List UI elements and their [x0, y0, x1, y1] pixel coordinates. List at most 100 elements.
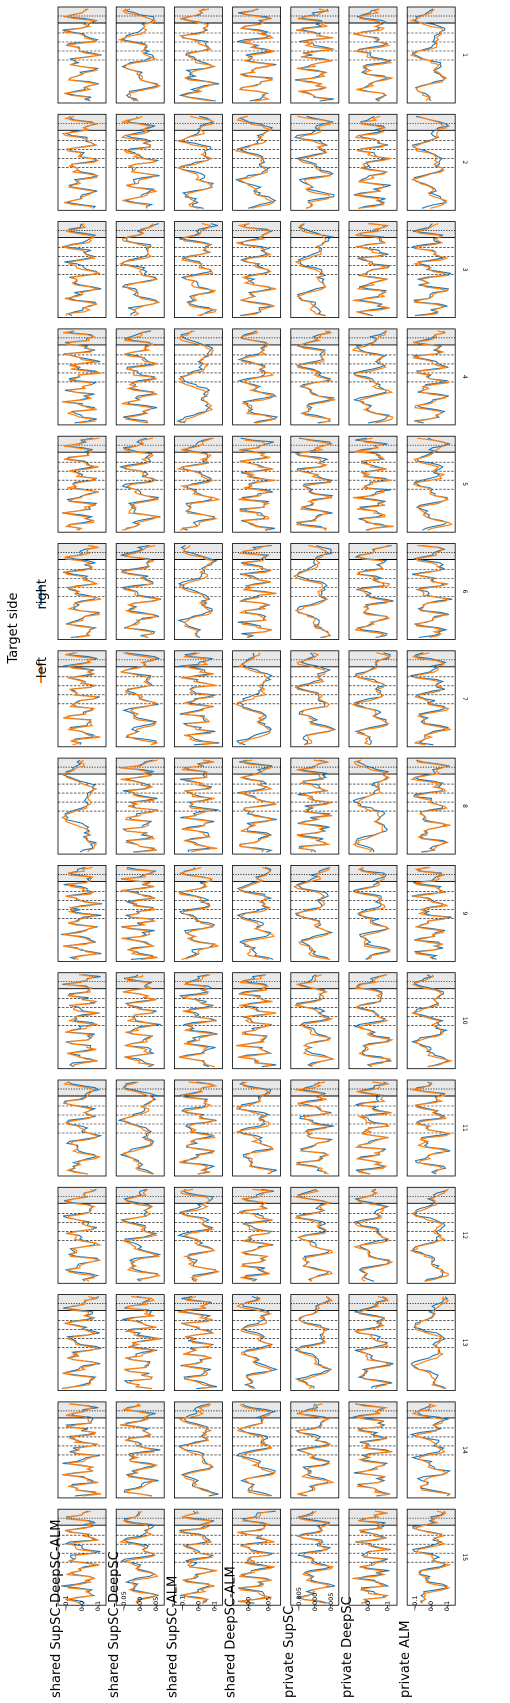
series-left-line	[62, 866, 100, 960]
series-left-line	[62, 1296, 101, 1390]
series-right-line	[411, 223, 452, 317]
baseline-shade	[174, 543, 223, 560]
series-left-line	[410, 974, 454, 1068]
series-left-line	[64, 1510, 101, 1604]
series-left-line	[352, 437, 394, 531]
panel-r5-c12	[290, 1186, 340, 1284]
series-left-line	[351, 330, 394, 424]
panel-r5-c10	[290, 972, 340, 1070]
panel-frame	[57, 6, 107, 104]
panel-frame	[115, 1079, 165, 1177]
baseline-shade	[407, 7, 456, 23]
baseline-shade	[349, 758, 397, 775]
panel-frame	[290, 6, 340, 104]
baseline-shade	[290, 221, 339, 238]
panel-r6-c7	[348, 650, 398, 748]
panel-frame	[173, 650, 223, 748]
baseline-shade	[58, 865, 106, 882]
series-left-line	[178, 1403, 215, 1497]
panel-r2-c6	[115, 543, 165, 640]
panel-frame	[406, 435, 456, 533]
series-left-line	[292, 544, 330, 639]
baseline-shade	[232, 221, 281, 238]
series-left-line	[297, 1510, 334, 1604]
panel-r3-c15	[173, 1508, 223, 1606]
panel-r7-c6: 6	[406, 543, 468, 640]
series-right-line	[119, 1188, 162, 1282]
baseline-shade	[407, 436, 456, 453]
series-right-line	[411, 115, 450, 209]
series-left-line	[65, 1188, 103, 1282]
panel-frame	[232, 1294, 282, 1391]
panel-r7-c14: 14	[406, 1401, 468, 1499]
series-left-line	[235, 1081, 275, 1175]
legend-label-left: left	[35, 657, 50, 678]
panel-r2-c1	[115, 6, 165, 104]
baseline-shade	[407, 114, 456, 131]
column-label: 15	[461, 1553, 468, 1561]
panel-frame	[290, 650, 340, 748]
baseline-shade	[58, 7, 106, 23]
series-left-line	[351, 652, 392, 746]
panel-frame	[406, 221, 456, 319]
series-left-line	[234, 115, 275, 209]
panel-frame	[406, 650, 456, 748]
series-left-line	[121, 330, 158, 424]
series-right-line	[62, 1188, 100, 1282]
panel-frame	[57, 435, 107, 533]
panel-r7-c15: 15	[406, 1508, 468, 1606]
panel-frame	[348, 1401, 398, 1499]
series-left-line	[412, 223, 450, 317]
panel-r4-c5	[232, 435, 282, 533]
panel-r4-c11	[232, 1079, 282, 1177]
panel-r5-c8	[290, 757, 340, 855]
panel-frame	[115, 543, 165, 640]
panel-frame	[348, 328, 398, 426]
baseline-shade	[232, 328, 281, 345]
series-left-line	[235, 652, 271, 745]
panel-r5-c6	[290, 543, 340, 640]
panel-r7-c12: 12	[406, 1186, 468, 1284]
series-left-line	[179, 1510, 218, 1604]
panel-r4-c13	[232, 1294, 282, 1391]
series-right-line	[121, 8, 159, 102]
series-left-line	[120, 115, 158, 209]
series-left-line	[61, 759, 98, 853]
panel-r4-c7	[232, 650, 282, 748]
panel-r6-c2	[348, 113, 398, 211]
column-label: 1	[461, 53, 468, 57]
panel-frame	[348, 543, 398, 640]
series-right-line	[61, 1296, 102, 1390]
panel-frame	[348, 113, 398, 211]
y-tick-label: 0.005	[327, 1593, 335, 1612]
y-tick-label: −0.1	[411, 1595, 419, 1611]
y-ticks-row-7: 0.1 0.0 −0.1	[411, 1595, 451, 1611]
series-left-line	[352, 8, 393, 102]
panel-r1-c1	[57, 6, 107, 104]
panel-r7-c8: 8	[406, 757, 468, 855]
series-right-line	[236, 866, 274, 960]
panel-frame	[406, 1079, 456, 1177]
panel-frame	[57, 650, 107, 748]
panel-frame	[348, 972, 398, 1070]
baseline-shade	[232, 543, 281, 560]
column-label: 4	[461, 375, 468, 379]
panel-frame	[290, 543, 340, 640]
series-left-line	[354, 115, 392, 209]
panel-r6-c15	[348, 1508, 398, 1606]
panel-frame	[232, 1186, 282, 1284]
panel-r1-c9	[57, 865, 107, 962]
panel-frame	[115, 972, 165, 1070]
panel-frame	[115, 1401, 165, 1499]
panel-r2-c4	[115, 328, 165, 426]
panel-r2-c3	[115, 221, 165, 319]
panel-frame	[232, 221, 282, 319]
panel-frame	[348, 1079, 398, 1177]
series-right-line	[295, 437, 334, 531]
panel-r1-c6	[57, 543, 107, 640]
baseline-shade	[58, 1401, 106, 1418]
panel-r5-c9	[290, 865, 340, 962]
panel-frame	[173, 1294, 223, 1391]
panel-frame	[57, 757, 107, 855]
y-tick-label: 0.0	[427, 1601, 435, 1611]
